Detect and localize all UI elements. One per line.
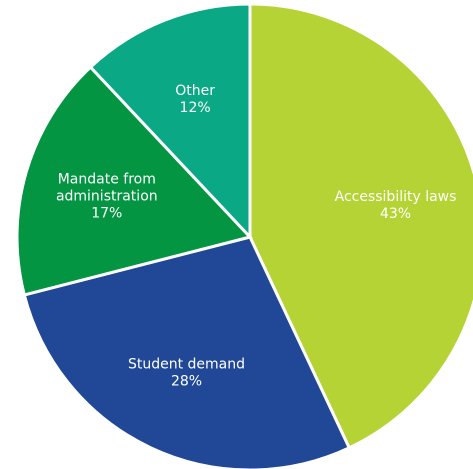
slice-category-label-1: Student demand: [128, 356, 245, 372]
slice-value-label-2: 17%: [91, 205, 122, 221]
slice-category-label-2: administration: [56, 188, 158, 204]
slice-value-label-1: 28%: [171, 373, 202, 389]
slice-value-label-3: 12%: [180, 100, 211, 116]
slice-category-label-3: Other: [175, 83, 215, 99]
slice-category-label-2: Mandate from: [58, 171, 156, 187]
slice-category-label-0: Accessibility laws: [335, 189, 457, 205]
slice-value-label-0: 43%: [380, 206, 411, 222]
